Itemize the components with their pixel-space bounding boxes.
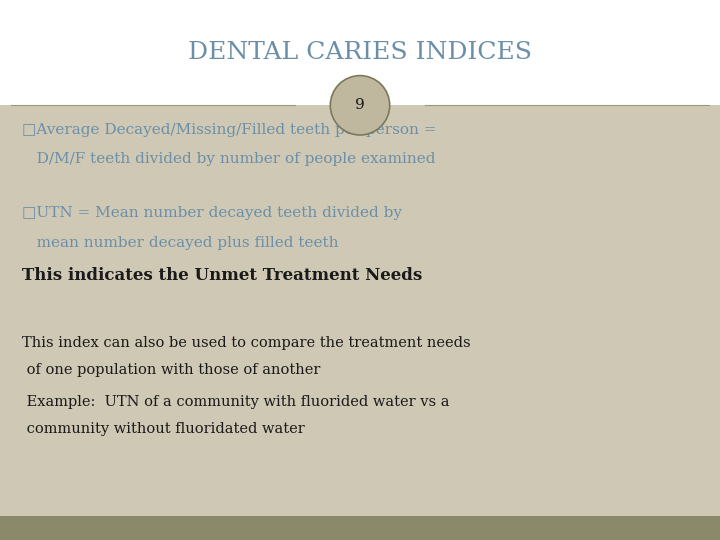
Text: 9: 9 <box>355 98 365 112</box>
FancyBboxPatch shape <box>0 105 720 516</box>
Text: D/M/F teeth divided by number of people examined: D/M/F teeth divided by number of people … <box>22 152 435 166</box>
Text: of one population with those of another: of one population with those of another <box>22 363 320 377</box>
Text: Example:  UTN of a community with fluorided water vs a: Example: UTN of a community with fluorid… <box>22 395 449 409</box>
Text: □UTN = Mean number decayed teeth divided by: □UTN = Mean number decayed teeth divided… <box>22 206 402 220</box>
Text: This indicates the Unmet Treatment Needs: This indicates the Unmet Treatment Needs <box>22 267 422 284</box>
Ellipse shape <box>330 76 390 135</box>
Text: community without fluoridated water: community without fluoridated water <box>22 422 305 436</box>
Text: mean number decayed plus filled teeth: mean number decayed plus filled teeth <box>22 236 338 250</box>
FancyBboxPatch shape <box>0 516 720 540</box>
Text: This index can also be used to compare the treatment needs: This index can also be used to compare t… <box>22 336 470 350</box>
Text: DENTAL CARIES INDICES: DENTAL CARIES INDICES <box>188 41 532 64</box>
Text: □Average Decayed/Missing/Filled teeth per person =: □Average Decayed/Missing/Filled teeth pe… <box>22 123 436 137</box>
FancyBboxPatch shape <box>0 0 720 105</box>
